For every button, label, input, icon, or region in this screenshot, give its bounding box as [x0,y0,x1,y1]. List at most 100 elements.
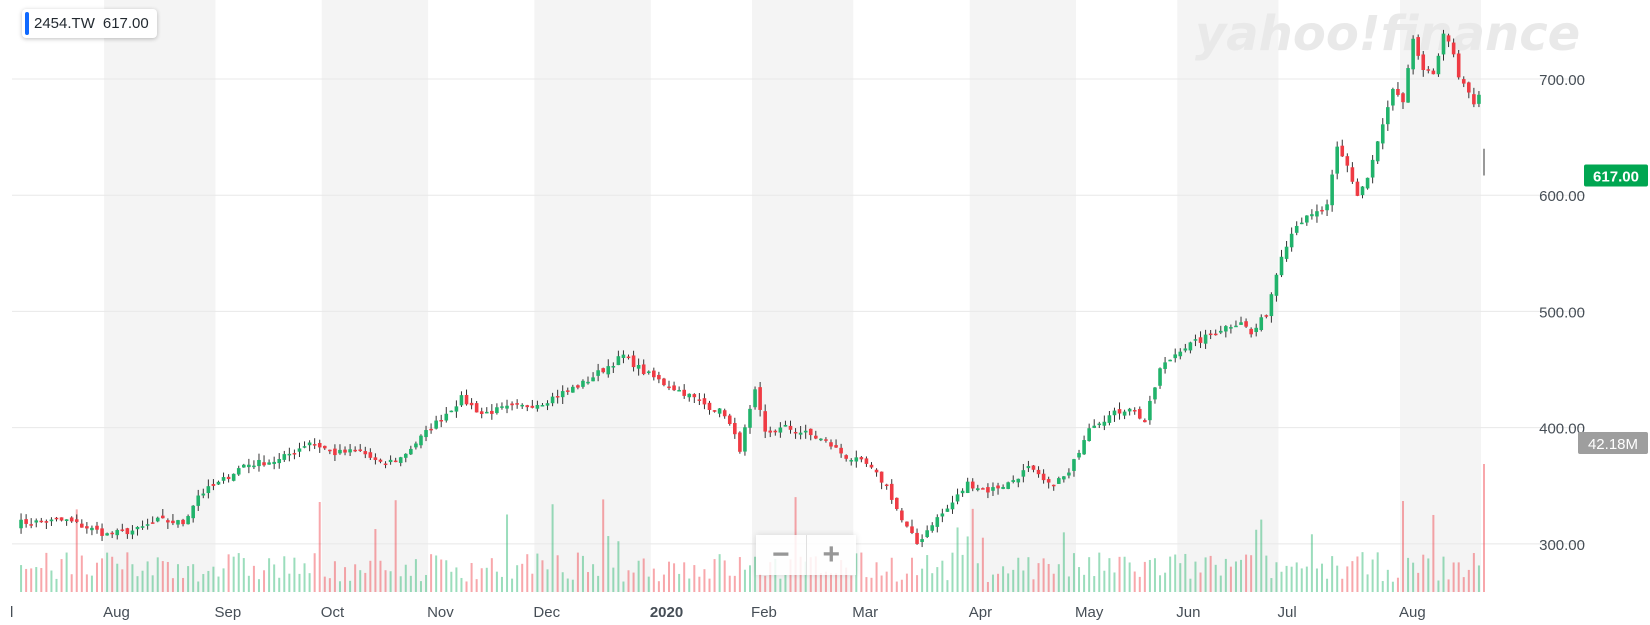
candle-body [490,410,494,414]
volume-bar [1321,563,1324,592]
candle-body [317,442,322,448]
volume-bar [916,575,919,592]
candle-body [95,525,99,530]
candle-body [1198,337,1203,343]
month-band [752,0,854,592]
candle-body [1117,409,1122,414]
volume-bar [197,581,200,592]
volume-bar [678,573,681,592]
candle-body [758,387,762,410]
candle-body [571,386,575,393]
volume-bar [971,508,974,592]
volume-bar [997,573,1000,592]
volume-bar [364,572,367,592]
candle-body [125,528,130,535]
volume-bar [597,575,600,592]
candle-body [140,526,145,528]
candle-body [626,356,631,359]
volume-bar [257,579,260,592]
ticker-value: 617.00 [102,15,149,32]
volume-bar [1199,572,1202,592]
candle-body [414,443,418,448]
candle-body [920,539,924,543]
volume-bar [662,574,665,592]
volume-bar [784,575,787,592]
volume-bar [607,536,610,592]
candle-body [889,483,894,500]
candle-body [90,527,94,531]
volume-bar [936,567,939,592]
volume-bar [273,564,276,592]
y-tick-label: 700.00 [1539,72,1585,89]
volume-bar [1356,556,1359,592]
volume-bar [126,552,129,592]
volume-bar [1412,562,1415,592]
volume-bar [683,562,686,592]
zoom-out-button[interactable]: − [771,538,790,571]
candle-body [1396,88,1400,95]
volume-bar [850,575,853,592]
volume-bar [55,578,58,592]
candle-body [1153,387,1157,400]
candle-body [1143,420,1147,423]
volume-bar [95,562,98,592]
volume-bar [1057,564,1060,592]
candle-body [1122,411,1127,416]
volume-bar [20,565,23,592]
volume-bar [35,567,38,592]
volume-bar [1113,572,1116,592]
volume-bar [541,560,544,592]
candle-body [282,454,287,460]
candle-body [1092,425,1097,428]
candle-body [1213,333,1218,336]
volume-bar [526,554,529,592]
zoom-in-button[interactable]: + [805,535,857,575]
candle-body [69,517,74,522]
candle-body [1310,214,1314,217]
price-candles [19,29,1485,548]
candle-body [449,410,454,413]
candle-body [272,461,276,464]
ticker-badge[interactable]: 2454.TW 617.00 [22,9,157,38]
volume-bar [369,560,372,592]
candle-body [358,449,363,451]
volume-bar [65,552,68,592]
candle-body [1335,146,1339,174]
candle-body [1031,465,1036,470]
candle-body [444,413,449,421]
volume-bar [855,553,858,592]
volume-bar [1371,559,1374,592]
volume-bar [1447,579,1450,592]
candle-body [1041,473,1046,481]
y-tick-label: 400.00 [1539,421,1585,438]
candle-body [1163,362,1167,369]
volume-bar [819,573,822,592]
x-tick-label: Oct [321,604,345,621]
volume-bar [1341,578,1344,592]
candle-body [1446,35,1451,42]
volume-bar [1012,569,1015,592]
volume-bar [455,567,458,592]
ticker-symbol: 2454.TW [34,15,95,32]
candle-body [955,494,960,502]
candle-body [576,385,580,388]
candle-body [657,374,661,380]
candle-body [378,459,383,462]
candle-body [834,445,838,448]
candle-body [393,460,398,463]
candle-body [1102,421,1107,426]
candle-body [479,411,484,414]
volume-bar [70,574,73,592]
candle-body [267,462,271,465]
volume-bar [531,573,534,592]
candle-body [1456,53,1461,78]
candle-body [864,458,869,464]
volume-bar [80,555,83,592]
candle-body [697,399,702,401]
candle-body [1137,408,1142,419]
month-band [534,0,651,592]
candle-body [1046,479,1051,483]
candle-body [469,402,474,406]
candle-body [135,526,140,530]
